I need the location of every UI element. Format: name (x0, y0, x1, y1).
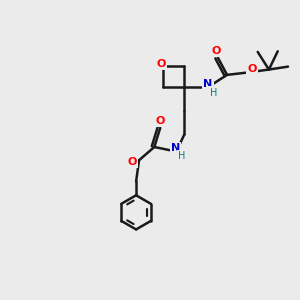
Text: N: N (171, 143, 180, 154)
Text: H: H (178, 151, 186, 161)
Text: O: O (157, 59, 166, 69)
Text: O: O (128, 157, 137, 167)
Text: O: O (212, 46, 221, 56)
Text: H: H (210, 88, 217, 98)
Text: O: O (156, 116, 165, 126)
Text: O: O (248, 64, 257, 74)
Text: N: N (203, 79, 213, 89)
